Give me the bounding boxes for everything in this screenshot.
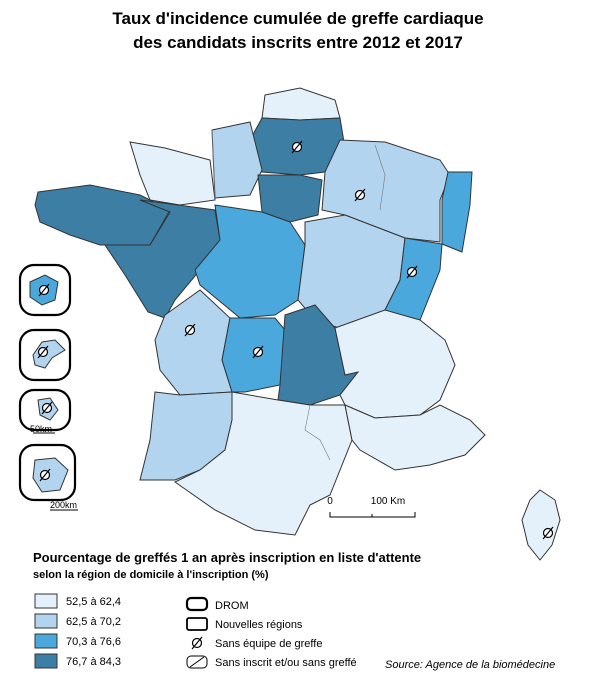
regions — [29, 87, 561, 561]
no-team-slash — [406, 265, 418, 279]
legend-swatch — [34, 633, 58, 649]
no-team-slash — [252, 345, 264, 359]
legend-swatch — [34, 613, 58, 629]
no-team-slash — [291, 140, 303, 154]
no-team-slash — [184, 323, 196, 337]
region — [129, 141, 216, 206]
symbol-label: Sans équipe de greffe — [215, 638, 322, 650]
region — [344, 404, 486, 471]
no-team-symbols — [37, 140, 554, 540]
legend-title: Pourcentage de greffés 1 an après inscri… — [33, 550, 421, 565]
no-team-slash — [354, 188, 366, 202]
region — [521, 489, 561, 561]
legend-label: 70,3 à 76,6 — [66, 636, 121, 648]
drom-frames — [18, 263, 77, 502]
legend-swatch — [34, 593, 58, 609]
scale-label: 0 — [327, 496, 333, 507]
scale-bar: 0 100 Km 50km 200km — [30, 424, 416, 518]
symbol-legend: DROM Nouvelles régions Sans équipe de gr… — [185, 596, 357, 669]
no-team-slash — [37, 345, 49, 359]
region — [441, 171, 473, 253]
region — [334, 309, 456, 419]
region — [261, 87, 341, 121]
legend-label: 62,5 à 70,2 — [66, 616, 121, 628]
region — [221, 317, 286, 393]
scale-label: 200km — [50, 500, 77, 510]
source: Source: Agence de la biomédecine — [385, 659, 555, 671]
symbol-label: Sans inscrit et/ou sans greffé — [215, 657, 357, 669]
title-line: des candidats inscrits entre 2012 et 201… — [133, 33, 463, 52]
old-border — [374, 144, 386, 211]
legend: 52,5 à 62,4 62,5 à 70,2 70,3 à 76,6 76,7 à … — [34, 593, 121, 669]
no-team-slash — [38, 283, 50, 297]
no-team-slash — [39, 468, 51, 482]
region — [32, 339, 66, 369]
region — [321, 139, 451, 243]
region — [174, 391, 353, 536]
region — [194, 204, 306, 319]
no-team-slash — [41, 401, 53, 415]
no-team-slash — [542, 526, 554, 540]
legend-swatch — [34, 653, 58, 669]
legend-label: 52,5 à 62,4 — [66, 596, 121, 608]
legend-label: 76,7 à 84,3 — [66, 656, 121, 668]
symbol-label: Nouvelles régions — [215, 619, 303, 631]
title-line: Taux d'incidence cumulée de greffe cardi… — [112, 9, 483, 28]
scale-label: 50km — [30, 424, 52, 434]
symbol-label: DROM — [215, 600, 249, 612]
region — [32, 457, 69, 493]
old-border — [304, 404, 331, 461]
scale-label: 100 Km — [371, 496, 405, 507]
legend-subtitle: selon la région de domicile à l'inscript… — [33, 569, 269, 581]
old-border — [211, 129, 216, 199]
